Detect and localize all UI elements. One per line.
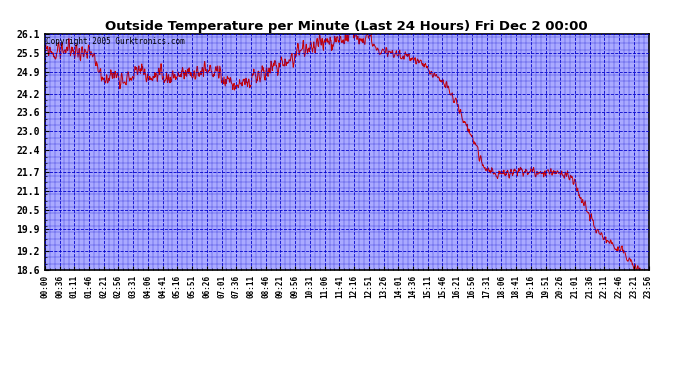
Title: Outside Temperature per Minute (Last 24 Hours) Fri Dec 2 00:00: Outside Temperature per Minute (Last 24 … (106, 20, 588, 33)
Text: Copyright 2005 Gurktronics.com: Copyright 2005 Gurktronics.com (46, 37, 185, 46)
